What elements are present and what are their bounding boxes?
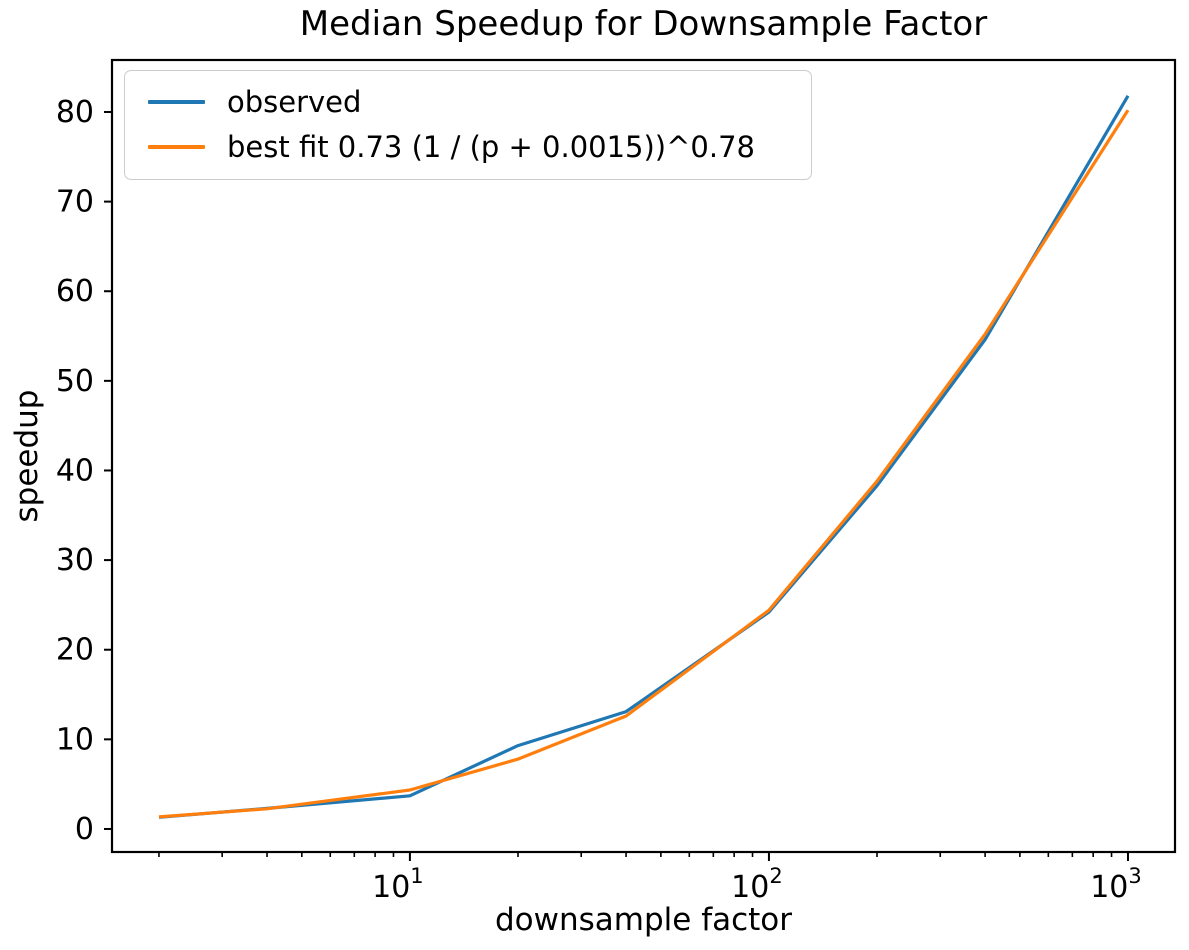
y-tick-label: 30 <box>56 543 94 578</box>
series-line-observed <box>158 94 1130 819</box>
legend-entry-observed: observed <box>148 79 793 124</box>
y-tick-label: 10 <box>56 722 94 757</box>
y-axis-major-ticks <box>104 110 112 830</box>
x-tick-label: 103 <box>1090 864 1142 905</box>
x-tick-label: 101 <box>372 864 424 905</box>
x-axis-tick-labels: 101 102 103 <box>372 864 1142 905</box>
axes-frame <box>110 58 1177 854</box>
series-line-best-fit <box>158 109 1130 819</box>
x-tick-label: 102 <box>731 864 783 905</box>
legend-line-sample-observed <box>148 99 205 104</box>
x-axis-minor-ticks <box>158 852 1113 857</box>
y-tick-label: 40 <box>56 453 94 488</box>
legend-line-sample-best-fit <box>148 144 205 149</box>
y-tick-label: 20 <box>56 633 94 668</box>
y-tick-label: 0 <box>75 812 94 847</box>
y-tick-label: 80 <box>56 95 94 130</box>
y-tick-label: 60 <box>56 274 94 309</box>
legend-label-observed: observed <box>227 84 362 119</box>
x-axis-label: downsample factor <box>494 902 793 938</box>
legend-box: observed best fit 0.73 (1 / (p + 0.0015)… <box>124 70 812 180</box>
y-tick-label: 70 <box>56 185 94 220</box>
y-tick-label: 50 <box>56 364 94 399</box>
legend-label-best-fit: best fit 0.73 (1 / (p + 0.0015))^0.78 <box>227 129 755 164</box>
chart-title: Median Speedup for Downsample Factor <box>299 4 988 44</box>
y-axis-tick-labels: 0 10 20 30 40 50 60 70 80 <box>56 95 94 847</box>
legend-entry-best-fit: best fit 0.73 (1 / (p + 0.0015))^0.78 <box>148 124 793 169</box>
y-axis-label: speedup <box>9 389 45 523</box>
plot-frame <box>110 58 1177 854</box>
series-lines <box>158 94 1130 819</box>
x-axis-major-ticks <box>408 852 1129 861</box>
